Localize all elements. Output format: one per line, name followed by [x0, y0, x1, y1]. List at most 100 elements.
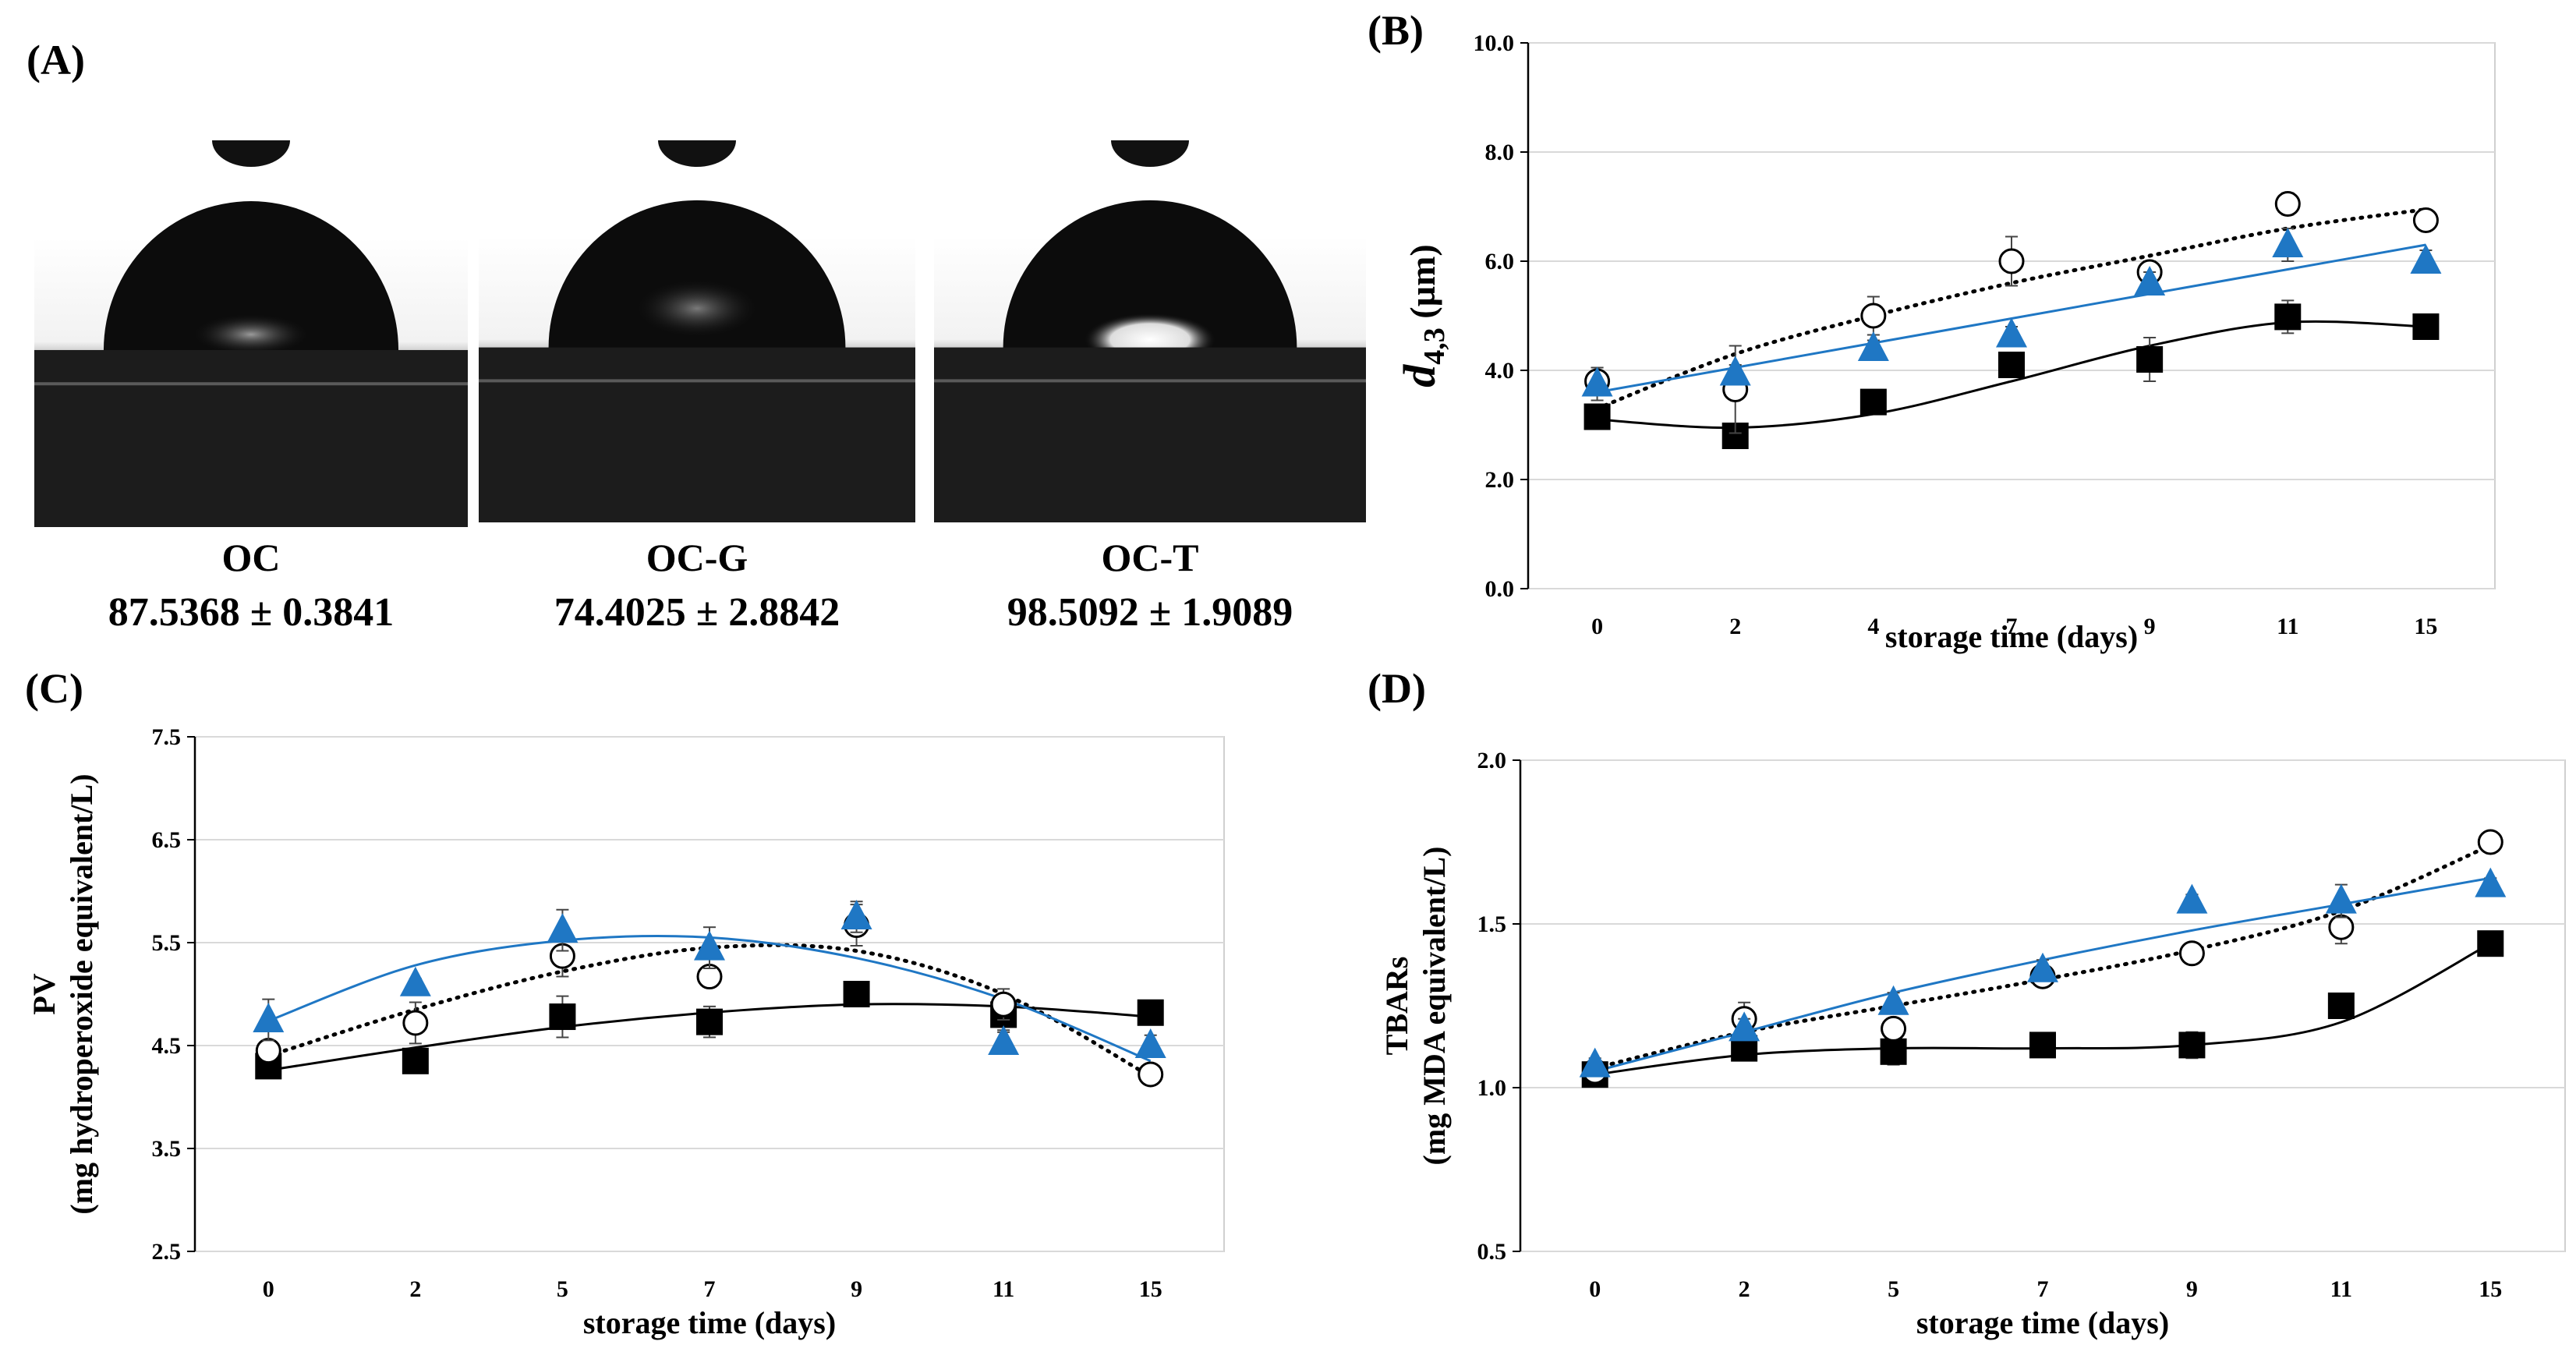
- x-tick-label: 2: [409, 1276, 421, 1302]
- data-point: [2274, 191, 2301, 217]
- data-point: [2272, 228, 2304, 257]
- data-point: [1998, 352, 2025, 378]
- x-tick-label: 15: [2414, 614, 2437, 639]
- y-tick-label: 0.5: [1477, 1239, 1507, 1265]
- data-point: [1857, 331, 1889, 361]
- y-tick-label: 2.0: [1485, 467, 1515, 493]
- droplet-svg: [934, 125, 1366, 522]
- droplet-svg: [34, 125, 468, 527]
- y-tick-label: 6.5: [152, 827, 182, 853]
- sample-name-oc-g: OC-G: [646, 536, 748, 579]
- x-tick-label: 11: [2330, 1276, 2352, 1302]
- substrate-lower: [479, 347, 915, 522]
- data-point: [2176, 883, 2208, 914]
- data-point: [1860, 303, 1887, 329]
- data-point: [1877, 985, 1909, 1015]
- data-point: [840, 900, 872, 929]
- x-tick-label: 2: [1739, 1276, 1750, 1302]
- droplet-image-oc: [34, 125, 468, 527]
- chart-c: 2.5 3.5 4.5 5.5 6.5 7.5 0 2 5 7 9 11 15 storage time …: [23, 702, 1279, 1364]
- x-tick-label: 2: [1729, 614, 1741, 639]
- data-point: [2136, 346, 2164, 373]
- y-axis-label: d4,3 (µm): [1394, 244, 1451, 387]
- sample-name-oc: OC: [221, 536, 281, 579]
- points-triangle: [1579, 867, 2507, 1078]
- data-point: [399, 966, 431, 996]
- y-tick-label: 4.0: [1485, 358, 1515, 384]
- data-point: [694, 930, 725, 961]
- data-point: [402, 1047, 429, 1074]
- y-tick-label: 10.0: [1474, 30, 1515, 56]
- points-triangle: [1581, 228, 2442, 402]
- x-tick-label: 11: [2277, 614, 2298, 639]
- x-tick-label: 5: [557, 1276, 568, 1302]
- panel-a-letter: (A): [27, 37, 85, 83]
- sample-name-oc-t: OC-T: [1101, 536, 1199, 579]
- data-point: [1880, 1038, 1907, 1065]
- plot-area: [1520, 759, 2566, 1252]
- data-point: [843, 981, 870, 1007]
- x-tick-label: 5: [1888, 1276, 1899, 1302]
- x-tick-label: 9: [851, 1276, 862, 1302]
- droplet-svg: [479, 125, 915, 522]
- points-square: [255, 981, 1164, 1080]
- x-tick-label: 9: [2186, 1276, 2198, 1302]
- data-point: [1719, 356, 1751, 386]
- x-tick-label: 15: [1139, 1276, 1162, 1302]
- y-tick-label: 1.5: [1477, 911, 1507, 937]
- points-circle-open: [1584, 191, 2439, 434]
- data-point: [1583, 403, 1611, 430]
- y-axis-sublabel: (mg hydroperoxide equivalent/L): [64, 773, 99, 1214]
- y-tick-label: 1.0: [1477, 1075, 1507, 1101]
- data-point: [402, 1010, 429, 1036]
- contact-angle-oc-g: 74.4025 ± 2.8842: [554, 590, 840, 635]
- plot-area: [1527, 42, 2496, 589]
- data-point: [2410, 244, 2442, 274]
- substrate-lower: [934, 347, 1366, 522]
- data-point: [2134, 266, 2166, 295]
- x-tick-label: 11: [993, 1276, 1014, 1302]
- data-point: [1729, 1011, 1760, 1042]
- data-point: [1134, 1028, 1166, 1058]
- y-tick-label: 5.5: [152, 930, 182, 956]
- data-point: [2477, 930, 2504, 957]
- x-tick-label: 15: [2479, 1276, 2502, 1302]
- substrate-edge: [479, 379, 915, 383]
- data-point: [1881, 1015, 1907, 1042]
- data-point: [2475, 867, 2507, 897]
- data-point: [1581, 366, 1613, 397]
- plot-area: [194, 736, 1225, 1252]
- data-point: [1138, 1061, 1164, 1088]
- data-point: [2325, 883, 2357, 914]
- substrate-edge: [934, 379, 1366, 383]
- data-point: [2327, 993, 2355, 1019]
- points-triangle: [253, 900, 1166, 1058]
- x-tick-label: 0: [1589, 1276, 1601, 1302]
- data-point: [988, 1025, 1020, 1056]
- y-axis-label: TBARs: [1379, 957, 1414, 1056]
- reflection: [192, 313, 310, 356]
- y-tick-label: 3.5: [152, 1136, 182, 1162]
- x-tick-label: 4: [1867, 614, 1879, 639]
- data-point: [2412, 313, 2440, 340]
- x-tick-label: 9: [2144, 614, 2156, 639]
- y-tick-label: 8.0: [1485, 140, 1515, 165]
- data-point: [2027, 952, 2058, 982]
- chart-b: 0.0 2.0 4.0 6.0 8.0 10.0 0 2 4 7 9 11 15 storage time…: [1380, 16, 2573, 671]
- data-point: [2178, 940, 2205, 967]
- y-axis-label: PV: [27, 973, 62, 1014]
- y-tick-label: 4.5: [152, 1033, 182, 1059]
- x-tick-label: 0: [263, 1276, 274, 1302]
- chart-svg: 0.5 1.0 1.5 2.0 0 2 5 7 9 11 15 storage time (days)…: [1379, 748, 2566, 1340]
- data-point: [1579, 1047, 1611, 1078]
- substrate-lower: [34, 349, 468, 527]
- y-tick-label: 2.0: [1477, 748, 1507, 773]
- x-tick-label: 0: [1591, 614, 1603, 639]
- y-tick-label: 6.0: [1485, 249, 1515, 274]
- x-axis-label: storage time (days): [583, 1305, 836, 1340]
- droplet-image-oc-g: [479, 125, 915, 522]
- data-point: [1998, 248, 2025, 274]
- x-tick-label: 7: [2037, 1276, 2049, 1302]
- data-point: [1137, 999, 1164, 1026]
- data-point: [2328, 914, 2355, 940]
